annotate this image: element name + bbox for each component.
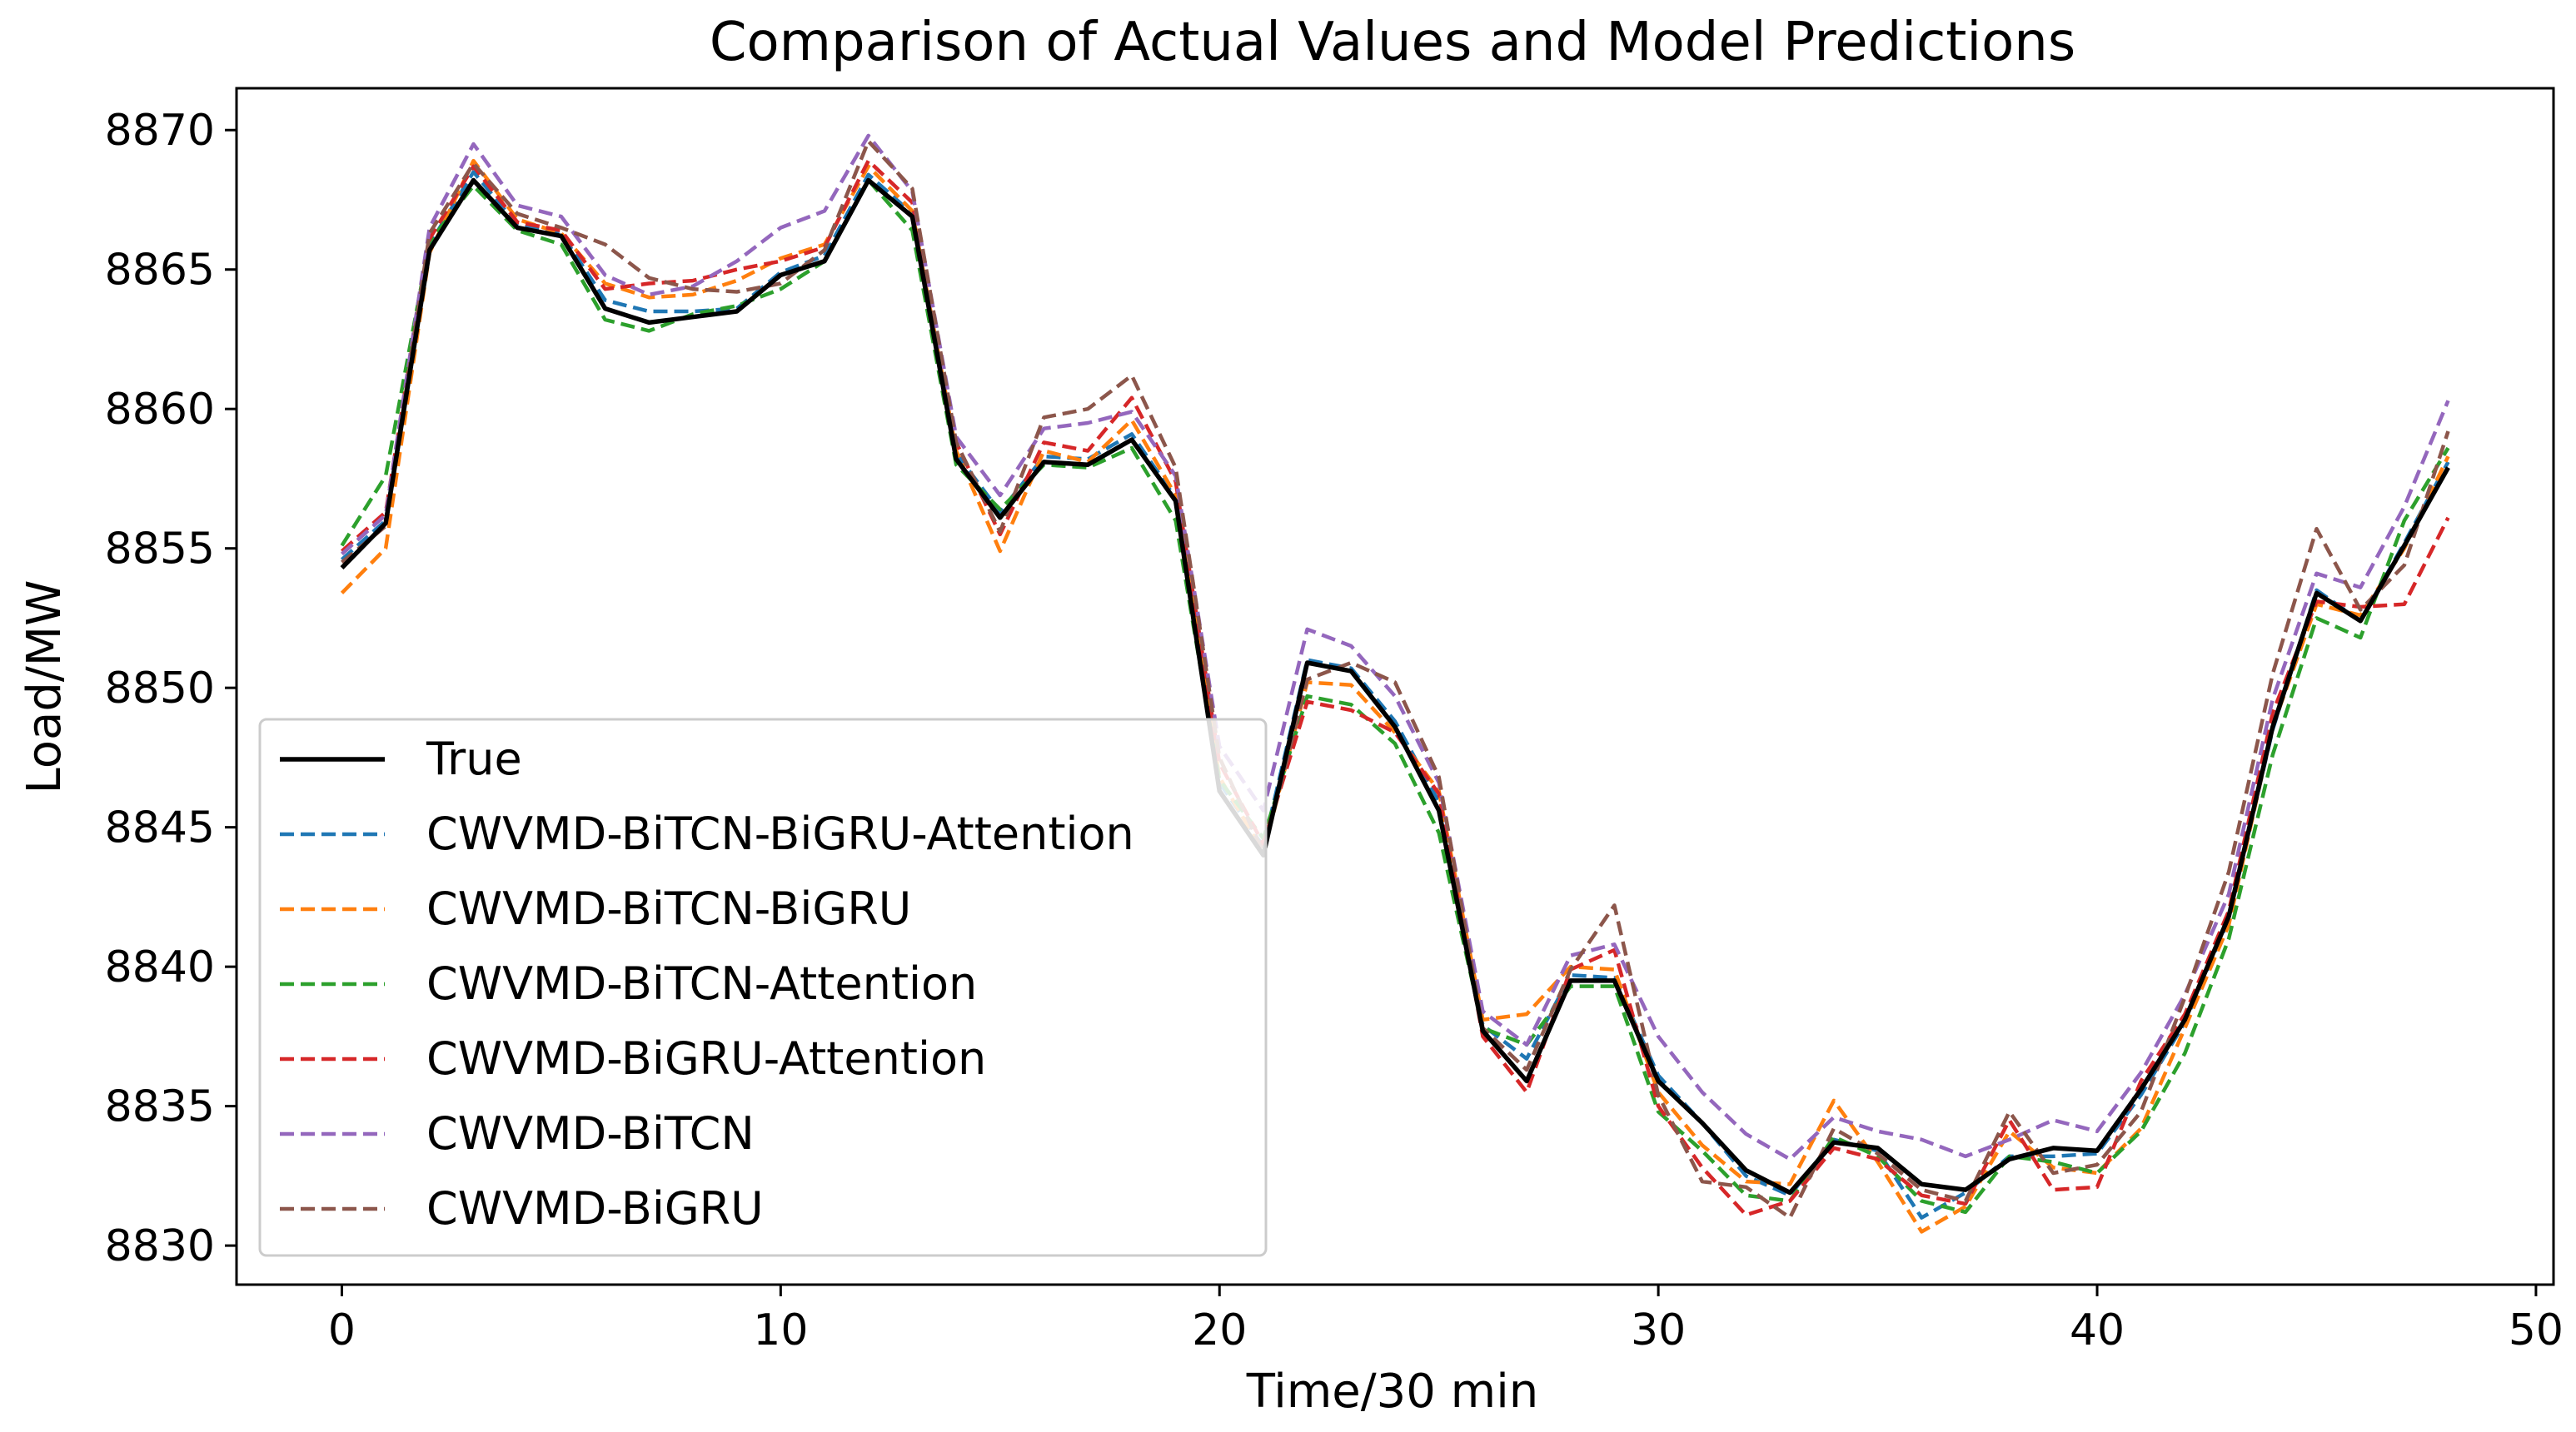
y-tick-label: 8865: [105, 246, 215, 296]
series-line-cwvmd-bitcn-bigru-attention: [341, 170, 2450, 1220]
y-tick-label: 8835: [105, 1082, 215, 1132]
legend-label-cwvmd-bitcn: CWVMD-BiTCN: [426, 1107, 755, 1160]
y-tick-label: 8870: [105, 106, 215, 156]
series-line-true: [340, 177, 2450, 1196]
legend: True CWVMD-BiTCN-BiGRU-Attention CWVMD-BiT…: [258, 718, 1268, 1257]
legend-label-cwvmd-bitcn-attention: CWVMD-BiTCN-Attention: [426, 957, 977, 1010]
series-line-cwvmd-bigru: [341, 139, 2450, 1220]
y-axis-label: Load/MW: [17, 580, 72, 794]
legend-label-cwvmd-bitcn-bigru-attention: CWVMD-BiTCN-BiGRU-Attention: [426, 808, 1134, 860]
x-tick-label: 0: [328, 1305, 356, 1355]
x-axis-label: Time/30 min: [1246, 1365, 1539, 1419]
y-tick-label: 8855: [105, 525, 215, 574]
y-tick-label: 8830: [105, 1221, 215, 1271]
legend-label-true: True: [426, 733, 522, 785]
x-tick-label: 20: [1192, 1305, 1247, 1355]
x-tick-label: 10: [753, 1305, 808, 1355]
series-line-cwvmd-bitcn-attention: [340, 178, 2450, 1215]
y-tick-label: 8845: [105, 803, 215, 853]
y-tick-label: 8860: [105, 385, 215, 435]
chart-title: Comparison of Actual Values and Model Pr…: [710, 12, 2075, 73]
series-line-cwvmd-bitcn-bigru: [340, 158, 2450, 1234]
legend-label-cwvmd-bigru-attention: CWVMD-BiGRU-Attention: [426, 1032, 986, 1085]
x-tick-label: 30: [1631, 1305, 1686, 1355]
series-line-cwvmd-bigru-attention: [341, 158, 2450, 1217]
y-axis: 8830 8835 8840 8845 8850 8855 8860 8865 8870: [105, 106, 237, 1271]
legend-label-cwvmd-bitcn-bigru: CWVMD-BiTCN-BiGRU: [426, 883, 911, 935]
y-tick-label: 8850: [105, 664, 215, 714]
x-axis: 0 10 20 30 40 50: [328, 1285, 2564, 1355]
plot-area: [340, 133, 2450, 1234]
axes-frame: [235, 87, 2555, 1286]
x-tick-label: 40: [2070, 1305, 2125, 1355]
legend-box: [258, 718, 1268, 1257]
x-tick-label: 50: [2509, 1305, 2564, 1355]
series-line-cwvmd-bitcn: [341, 133, 2450, 1161]
legend-label-cwvmd-bigru: CWVMD-BiGRU: [426, 1182, 764, 1235]
y-tick-label: 8840: [105, 942, 215, 992]
